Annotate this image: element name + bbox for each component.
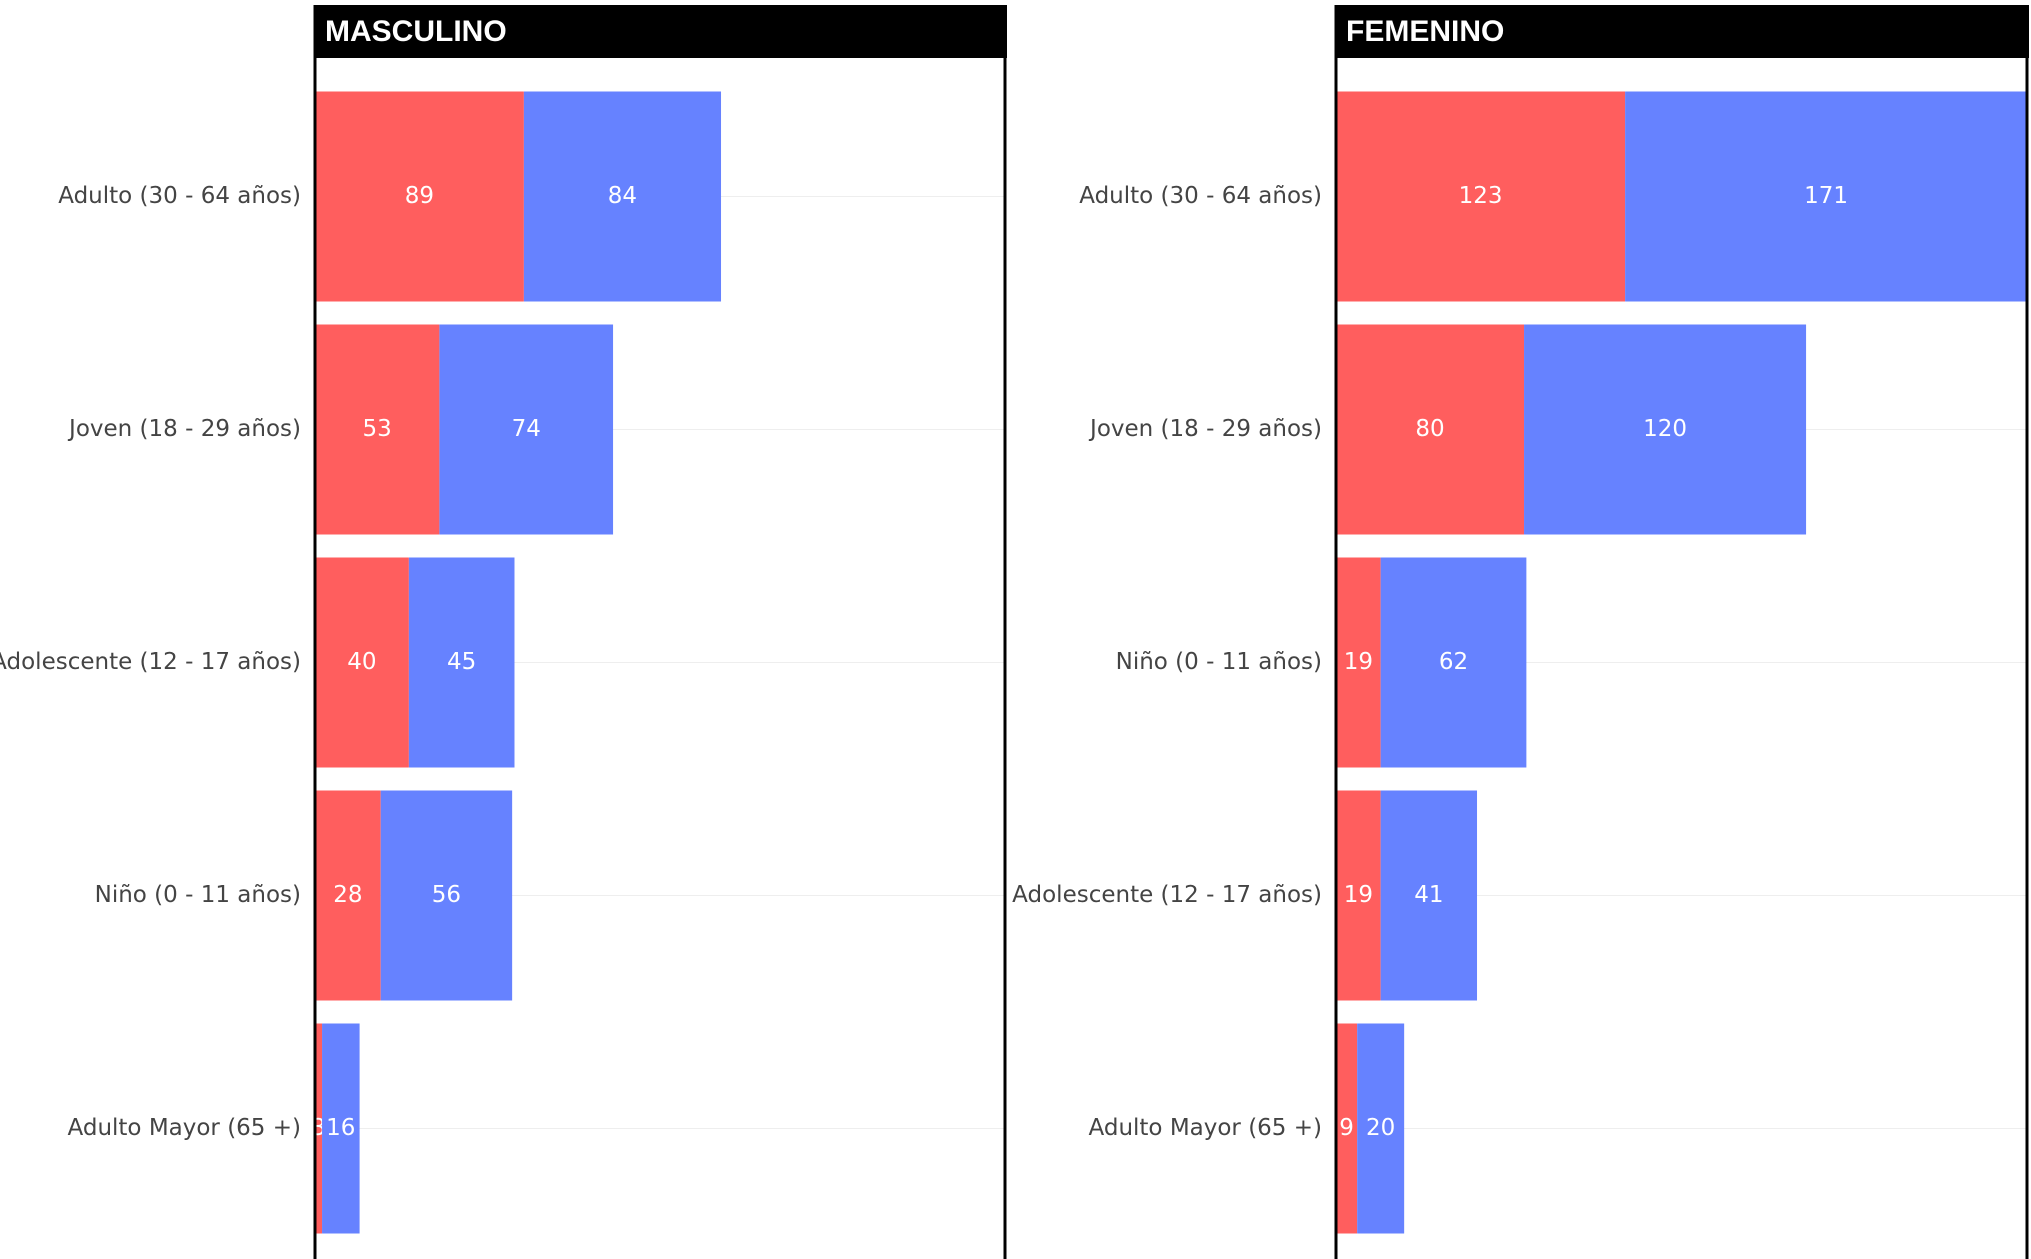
value-label: 123 [1459,183,1503,209]
panel-header [314,5,1007,58]
bar-segment [315,324,440,535]
bar-segment [1380,790,1478,1001]
y-tick-label: Adulto Mayor (65 +) [68,1115,301,1141]
bar-segment [315,790,381,1001]
value-label: 20 [1366,1115,1395,1141]
value-label: 28 [333,882,362,908]
y-tick-label: Joven (18 - 29 años) [1088,416,1322,442]
bar-segment [1336,557,1381,768]
y-tick-label: Adolescente (12 - 17 años) [1012,882,1322,908]
y-tick-label: Adulto Mayor (65 +) [1089,1115,1322,1141]
value-label: 40 [347,649,376,675]
bar-segment [322,1023,360,1234]
value-label: 19 [1344,882,1373,908]
bar-segment [1336,91,1626,302]
bar-segment [1524,324,1807,535]
bar-segment [439,324,614,535]
value-label: 89 [405,183,434,209]
panel-title: FEMENINO [1346,15,1504,48]
y-tick-label: Niño (0 - 11 años) [95,882,301,908]
value-label: 120 [1643,416,1687,442]
bar-segment [1625,91,2027,302]
y-tick-label: Adulto (30 - 64 años) [58,183,301,209]
bar-segment [315,1023,323,1234]
bar-segment [1357,1023,1405,1234]
value-label: 84 [608,183,637,209]
y-tick-label: Adulto (30 - 64 años) [1079,183,1322,209]
value-label: 16 [326,1115,355,1141]
bar-segment [1336,324,1525,535]
bar-segment [1380,557,1527,768]
y-tick-label: Joven (18 - 29 años) [67,416,301,442]
bar-segment [408,557,515,768]
value-label: 9 [1339,1115,1354,1141]
bar-segment [315,557,409,768]
y-tick-label: Niño (0 - 11 años) [1116,649,1322,675]
value-label: 62 [1439,649,1468,675]
panel-header [1335,5,2029,58]
value-label: 171 [1804,183,1848,209]
bar-segment [523,91,722,302]
panel-title: MASCULINO [325,15,507,48]
value-label: 80 [1415,416,1444,442]
value-label: 41 [1414,882,1443,908]
y-tick-label: Adolescente (12 - 17 años) [0,649,301,675]
value-label: 45 [447,649,476,675]
bar-segment [315,91,524,302]
value-label: 56 [432,882,461,908]
bar-segment [1336,790,1381,1001]
bar-segment [380,790,513,1001]
value-label: 74 [512,416,541,442]
value-label: 19 [1344,649,1373,675]
bar-segment [1336,1023,1358,1234]
value-label: 53 [363,416,392,442]
